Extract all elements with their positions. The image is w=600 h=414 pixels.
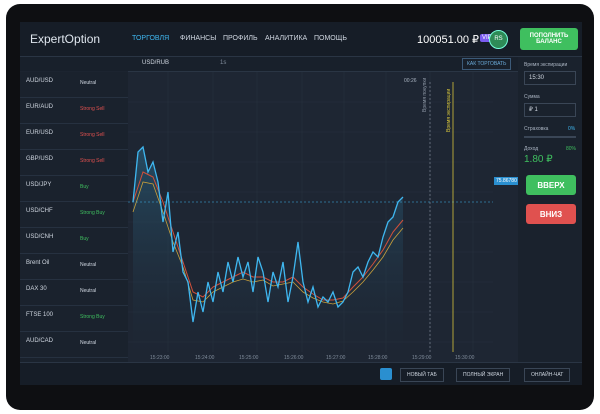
expiry-label: Время экспирации [524, 62, 568, 68]
asset-row[interactable]: EUR/AUD Strong Sell [20, 98, 128, 124]
income-percent: 80% [566, 146, 577, 152]
asset-row[interactable]: FTSE 100 Strong Buy [20, 306, 128, 332]
insurance-label: Страховка [524, 126, 549, 132]
screen: ExpertOption ТОРГОВЛЯ ФИНАНСЫ ПРОФИЛЬ АНАЛИ… [20, 22, 582, 385]
asset-signal: Buy [80, 184, 89, 190]
insurance-value: 0% [568, 126, 576, 132]
price-chart [128, 72, 518, 362]
expiry-line-label: Время экспирации [446, 88, 452, 132]
asset-name: EUR/USD [26, 130, 54, 136]
avatar[interactable]: RS [489, 30, 508, 49]
asset-signal: Strong Buy [80, 210, 105, 216]
asset-signal: Buy [80, 236, 89, 242]
asset-signal: Strong Sell [80, 158, 105, 164]
timer: 00:26 [404, 78, 417, 84]
asset-row[interactable]: USD/CHF Strong Buy [20, 202, 128, 228]
online-chat[interactable]: ОНЛАЙН-ЧАТ [524, 368, 571, 382]
asset-list: AUD/USD Neutral EUR/AUD Strong Sell EUR/USD S… [20, 72, 128, 372]
asset-name: EUR/AUD [26, 104, 54, 110]
up-button[interactable]: ВВЕРХ [526, 175, 576, 195]
asset-name: AUD/CAD [26, 338, 54, 344]
time-label: 15:24:00 [195, 355, 215, 361]
asset-tabs [20, 57, 128, 71]
asset-row[interactable]: AUD/USD Neutral [20, 72, 128, 98]
time-label: 15:30:00 [455, 355, 475, 361]
asset-row[interactable]: USD/JPY Buy [20, 176, 128, 202]
price-line [132, 145, 404, 323]
moving-average [132, 171, 404, 301]
asset-signal: Neutral [80, 262, 97, 268]
price-area [133, 147, 403, 362]
purchase-label: Время покупки [422, 77, 428, 112]
time-label: 15:25:00 [239, 355, 259, 361]
income-label: Доход [524, 146, 539, 152]
asset-row[interactable]: EUR/USD Strong Sell [20, 124, 128, 150]
asset-name: AUD/USD [26, 78, 54, 84]
asset-name: DAX 30 [26, 286, 47, 292]
moving-average [132, 181, 404, 305]
asset-name: Brent Oil [26, 260, 50, 266]
current-price: 75.86780 [494, 177, 519, 185]
amount-label: Сумма [524, 94, 540, 100]
vip-badge: VIP [480, 34, 494, 42]
asset-signal: Strong Buy [80, 314, 105, 320]
asset-row[interactable]: DAX 30 Neutral [20, 280, 128, 306]
nav-item[interactable]: ПРОФИЛЬ [223, 35, 258, 42]
chart-toolbar: USD/RUB 1s КАК ТОРГОВАТЬ [128, 57, 518, 72]
income: 1.80 ₽ [524, 154, 553, 165]
nav-item[interactable]: ФИНАНСЫ [180, 35, 217, 42]
settings-button[interactable] [380, 368, 392, 380]
time-label: 15:23:00 [150, 355, 170, 361]
new-tab[interactable]: НОВЫЙ ТАБ [400, 368, 444, 382]
time-label: 15:26:00 [284, 355, 304, 361]
down-button[interactable]: ВНИЗ [526, 204, 576, 224]
header: ExpertOption ТОРГОВЛЯ ФИНАНСЫ ПРОФИЛЬ АНАЛИ… [20, 22, 582, 57]
trade-panel: Время экспирации 15:30 Сумма ₽ 1 Страхов… [518, 57, 582, 362]
asset-row[interactable]: USD/CNH Buy [20, 228, 128, 254]
asset-name: GBP/USD [26, 156, 54, 162]
asset-row[interactable]: AUD/CAD Neutral [20, 332, 128, 358]
asset-name: USD/CNH [26, 234, 54, 240]
time-label: 15:27:00 [326, 355, 346, 361]
grid [128, 72, 493, 352]
expiry-select[interactable]: 15:30 [524, 71, 576, 85]
asset-name: FTSE 100 [26, 312, 54, 318]
asset-row[interactable]: GBP/USD Strong Sell [20, 150, 128, 176]
logo[interactable]: ExpertOption [30, 32, 101, 46]
asset-row[interactable]: Brent Oil Neutral [20, 254, 128, 280]
time-label: 15:29:00 [412, 355, 432, 361]
nav-item[interactable]: АНАЛИТИКА [265, 35, 308, 42]
asset-name: USD/CHF [26, 208, 53, 214]
time-label: 15:28:00 [368, 355, 388, 361]
amount-input[interactable]: ₽ 1 [524, 103, 576, 117]
asset-signal: Neutral [80, 340, 97, 346]
asset-signal: Strong Sell [80, 106, 105, 112]
nav-item[interactable]: ТОРГОВЛЯ [132, 35, 170, 42]
how-to-trade[interactable]: КАК ТОРГОВАТЬ [462, 58, 512, 70]
asset-name: USD/JPY [26, 182, 52, 188]
asset-signal: Neutral [80, 288, 97, 294]
asset-signal: Strong Sell [80, 132, 105, 138]
fullscreen[interactable]: ПОЛНЫЙ ЭКРАН [456, 368, 511, 382]
symbol[interactable]: USD/RUB [142, 60, 170, 66]
deposit-button[interactable]: ПОПОЛНИТЬ БАЛАНС [520, 28, 578, 50]
asset-signal: Neutral [80, 80, 97, 86]
timeframe[interactable]: 1s [220, 60, 227, 66]
balance: 100051.00 ₽ [417, 34, 480, 46]
insurance-slider[interactable] [524, 136, 576, 138]
footer: НОВЫЙ ТАБ ПОЛНЫЙ ЭКРАН ОНЛАЙН-ЧАТ [20, 362, 582, 385]
nav-item[interactable]: ПОМОЩЬ [314, 35, 347, 42]
